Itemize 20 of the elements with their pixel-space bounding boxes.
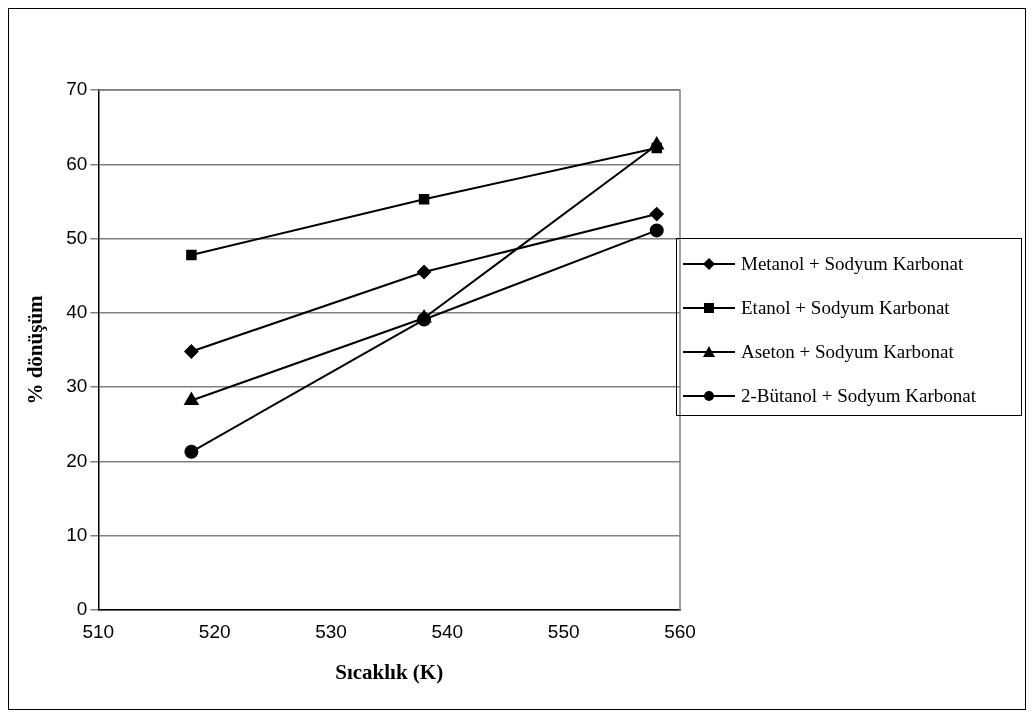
y-tick-label: 60 (66, 152, 88, 174)
y-tick-label: 10 (66, 523, 88, 545)
x-tick-label: 540 (431, 620, 464, 642)
x-tick-label: 530 (315, 620, 347, 642)
y-tick-label: 50 (66, 226, 88, 248)
legend-label: Etanol + Sodyum Karbonat (741, 297, 950, 319)
legend-label: Metanol + Sodyum Karbonat (741, 253, 964, 275)
x-axis-title: Sıcaklık (K) (335, 659, 444, 684)
y-tick-label: 20 (66, 449, 88, 471)
x-tick-label: 550 (547, 620, 580, 642)
y-axis-title: % dönüşüm (23, 294, 48, 405)
x-tick-label: 520 (198, 620, 231, 642)
x-tick-label: 560 (664, 620, 696, 642)
y-tick-label: 40 (66, 301, 88, 323)
y-tick-label: 30 (66, 375, 88, 397)
legend-label: Aseton + Sodyum Karbonat (741, 341, 954, 363)
x-tick-label: 510 (82, 620, 115, 642)
legend-label: 2-Bütanol + Sodyum Karbonat (741, 385, 976, 407)
y-tick-label: 0 (76, 598, 88, 620)
y-tick-label: 70 (66, 78, 88, 100)
